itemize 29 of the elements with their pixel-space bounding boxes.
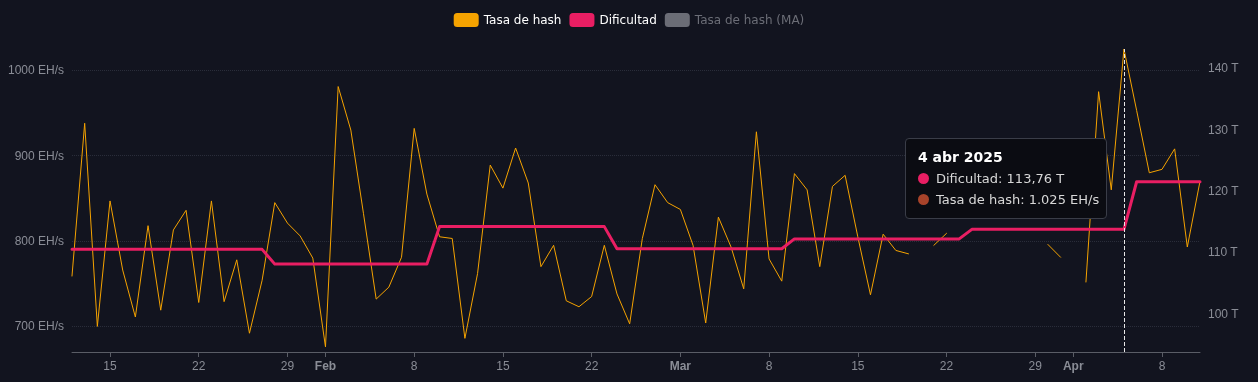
x-tick-label: 29 <box>280 359 295 373</box>
y2-tick-label: 140 T <box>1208 61 1240 76</box>
legend-label: Dificultad <box>599 13 657 27</box>
x-tick-label: Mar <box>669 359 692 373</box>
x-tick-label: 15 <box>496 359 510 373</box>
annotation: 4 abr 2025 <box>917 148 1004 167</box>
legend-label: Tasa de hash (MA) <box>693 13 805 27</box>
y-tick-label: 700 EH/s <box>14 319 64 334</box>
y2-tick-label: 110 T <box>1208 245 1239 260</box>
y2-tick-label: 100 T <box>1208 306 1240 321</box>
x-tick-label: 8 <box>765 359 773 373</box>
x-tick-label: 8 <box>410 359 418 373</box>
y2-tick-label: 130 T <box>1208 122 1240 137</box>
x-tick-label: 8 <box>1158 359 1166 373</box>
x-tick-label: 15 <box>851 359 865 373</box>
x-tick-label: 22 <box>939 359 954 373</box>
y-tick-label: 900 EH/s <box>14 148 64 163</box>
y-tick-label: 800 EH/s <box>14 234 64 249</box>
annotation: Tasa de hash: 1.025 EH/s <box>935 191 1100 209</box>
x-tick-label: Apr <box>1062 359 1084 373</box>
x-tick-label: 22 <box>584 359 599 373</box>
legend-label: Tasa de hash <box>482 13 562 27</box>
y2-tick-label: 120 T <box>1208 183 1240 198</box>
x-tick-label: 22 <box>192 359 206 373</box>
x-tick-label: Feb <box>314 359 337 373</box>
y-tick-label: 1000 EH/s <box>7 63 64 78</box>
annotation: Dificultad: 113,76 T <box>935 170 1065 188</box>
x-tick-label: 29 <box>1028 359 1043 373</box>
x-tick-label: 15 <box>103 359 118 373</box>
